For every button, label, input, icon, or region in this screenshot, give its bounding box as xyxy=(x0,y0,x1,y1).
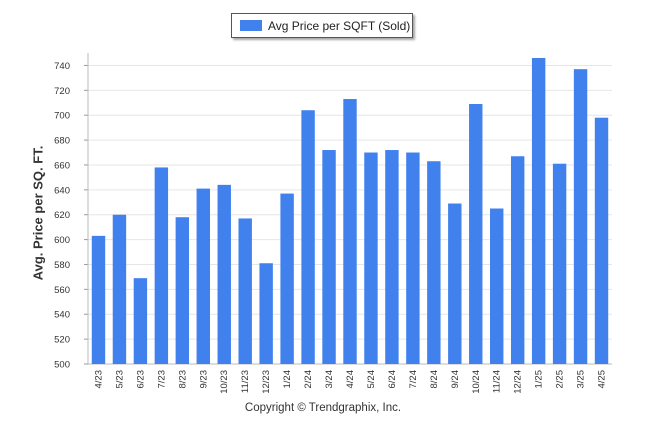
copyright-text: Copyright © Trendgraphix, Inc. xyxy=(244,402,402,414)
bar xyxy=(196,188,210,364)
y-tick-label: 620 xyxy=(54,210,70,221)
bar xyxy=(448,203,462,364)
y-tick-label: 740 xyxy=(54,61,70,72)
x-tick-label: 1/24 xyxy=(282,370,293,389)
y-tick-label: 640 xyxy=(54,185,70,196)
x-tick-label: 4/23 xyxy=(93,370,104,389)
bar xyxy=(154,167,169,364)
bar xyxy=(531,57,546,364)
y-tick-label: 540 xyxy=(54,310,70,321)
bar xyxy=(510,156,525,364)
x-tick-label: 7/23 xyxy=(156,370,167,389)
bar xyxy=(112,214,127,364)
x-tick-label: 4/25 xyxy=(597,370,608,389)
bar xyxy=(343,99,357,364)
x-tick-label: 7/24 xyxy=(408,370,419,389)
bar xyxy=(322,150,336,364)
bar xyxy=(490,208,504,364)
y-tick-label: 700 xyxy=(54,111,70,122)
legend: Avg Price per SQFT (Sold) xyxy=(231,13,413,38)
x-tick-label: 10/23 xyxy=(219,370,230,394)
x-tick-label: 8/23 xyxy=(177,370,188,389)
bar xyxy=(175,217,190,364)
x-tick-label: 2/25 xyxy=(555,370,566,389)
x-tick-label: 1/25 xyxy=(534,370,545,389)
bar xyxy=(406,152,420,364)
bar xyxy=(469,104,483,364)
y-tick-labels: 500 520 540 560 580 600 620 640 660 680 700 720 740 xyxy=(54,61,70,371)
legend-swatch xyxy=(240,20,262,31)
x-tick-label: 11/23 xyxy=(240,370,251,393)
x-tick-label: 9/24 xyxy=(450,370,461,389)
bars xyxy=(91,57,609,364)
x-tick-label: 2/24 xyxy=(303,370,314,389)
y-tick-label: 560 xyxy=(54,285,70,296)
x-tick-label: 4/24 xyxy=(345,370,356,389)
y-tick-label: 660 xyxy=(54,160,70,171)
x-tick-label: 5/23 xyxy=(114,370,125,389)
x-tick-label: 6/23 xyxy=(135,370,146,389)
bar xyxy=(427,161,441,364)
y-tick-label: 720 xyxy=(54,86,70,97)
y-tick-label: 500 xyxy=(54,360,70,371)
legend-label: Avg Price per SQFT (Sold) xyxy=(268,18,411,33)
bar xyxy=(280,193,294,364)
x-tick-label: 12/24 xyxy=(513,370,524,394)
bar xyxy=(385,150,399,364)
x-tick-label: 12/23 xyxy=(261,370,272,394)
x-tick-labels: 4/23 5/23 6/23 7/23 8/23 9/23 10/23 11/23 12/23 1… xyxy=(93,370,607,394)
x-tick-label: 11/24 xyxy=(492,370,503,393)
bar xyxy=(301,110,315,364)
x-tick-label: 3/25 xyxy=(576,370,587,389)
bar xyxy=(552,163,567,364)
x-tick-label: 5/24 xyxy=(366,370,377,389)
y-tick-label: 580 xyxy=(54,260,70,271)
bar xyxy=(573,69,588,364)
y-tick-label: 520 xyxy=(54,335,70,346)
y-axis-label: Avg. Price per SQ. FT. xyxy=(30,145,46,281)
bar xyxy=(217,184,231,364)
bar xyxy=(364,152,378,364)
x-tick-label: 10/24 xyxy=(471,370,482,394)
x-tick-label: 3/24 xyxy=(324,370,335,389)
bar xyxy=(133,278,148,364)
y-tick-label: 680 xyxy=(54,136,70,147)
x-tick-label: 9/23 xyxy=(198,370,209,389)
bar xyxy=(238,218,252,364)
bar xyxy=(594,117,609,364)
bar xyxy=(259,263,273,364)
y-tick-label: 600 xyxy=(54,235,70,246)
bar xyxy=(91,235,106,364)
x-tick-label: 6/24 xyxy=(387,370,398,389)
x-tick-label: 8/24 xyxy=(429,370,440,389)
